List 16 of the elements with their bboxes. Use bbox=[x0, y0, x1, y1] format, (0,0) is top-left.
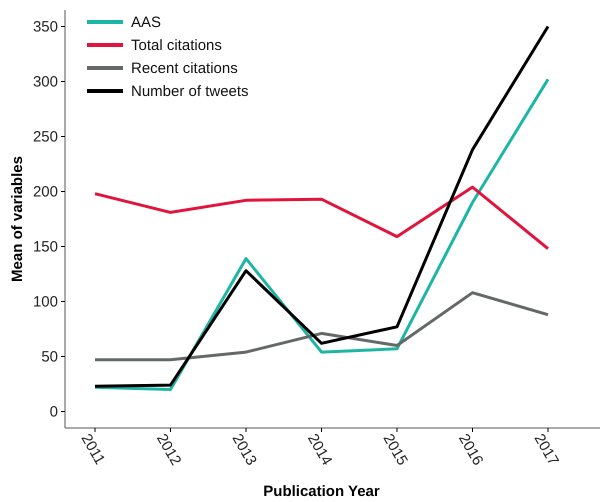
x-axis-title: Publication Year bbox=[263, 483, 380, 500]
y-tick-label: 50 bbox=[41, 348, 58, 366]
y-tick-label: 200 bbox=[32, 183, 58, 200]
y-tick-label: 150 bbox=[32, 238, 58, 256]
legend-label: AAS bbox=[131, 14, 162, 31]
legend-label: Number of tweets bbox=[131, 83, 249, 100]
y-tick-label: 100 bbox=[32, 293, 58, 310]
y-tick-label: 350 bbox=[32, 18, 58, 36]
line-series bbox=[94, 291, 550, 362]
line-series bbox=[94, 186, 550, 250]
legend-label: Total citations bbox=[131, 37, 222, 54]
y-tick-label: 300 bbox=[32, 73, 58, 90]
legend-label: Recent citations bbox=[131, 60, 238, 77]
y-axis-title: Mean of variables bbox=[9, 156, 26, 282]
y-tick-label: 0 bbox=[50, 403, 58, 420]
y-tick-label: 250 bbox=[32, 128, 58, 146]
